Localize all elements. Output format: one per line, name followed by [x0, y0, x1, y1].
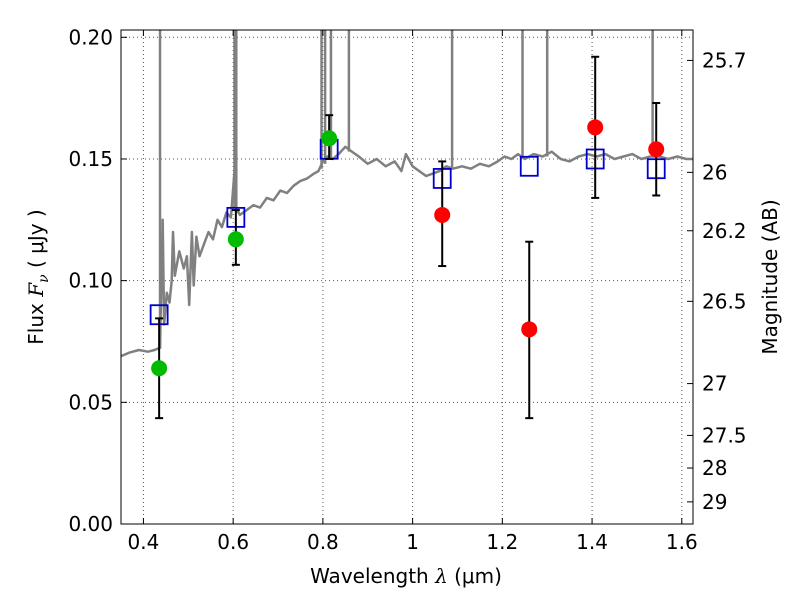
- optical-data-point: [227, 231, 244, 248]
- x-tick-label: 1.4: [576, 530, 608, 554]
- nir-data-point: [587, 119, 604, 136]
- x-axis-label: Wavelength λ (μm): [310, 564, 502, 588]
- y2-tick-label: 29: [702, 490, 727, 514]
- optical-data-point: [321, 130, 338, 147]
- y-tick-label: 0.15: [68, 147, 113, 171]
- y-tick-label: 0.10: [68, 269, 113, 293]
- model-spectrum: [120, 30, 693, 358]
- nir-data-point: [434, 206, 451, 223]
- y-axis-label: Flux Fν ( μJy ): [24, 209, 52, 344]
- model-spectrum-line: [120, 145, 693, 358]
- y2-tick-label: 26.5: [702, 289, 747, 313]
- y2-tick-label: 28: [702, 456, 727, 480]
- x-tick-label: 1.6: [666, 530, 698, 554]
- y-tick-label: 0.20: [68, 25, 113, 49]
- y-tick-label: 0.00: [68, 512, 113, 536]
- y2-axis-label: Magnitude (AB): [758, 199, 782, 354]
- nir-data-point: [648, 141, 665, 158]
- plot-frame: [120, 29, 694, 525]
- x-tick-label: 0.8: [307, 530, 339, 554]
- y-tick-label: 0.05: [68, 390, 113, 414]
- axis-ticks: 0.4 0.6 0.8 1 1.2 1.4 1.6 0.00 0.05 0.10 0.15 0.20 2…: [68, 25, 746, 554]
- data-points: [149, 55, 666, 420]
- y2-tick-label: 27: [702, 372, 727, 396]
- y2-tick-label: 25.7: [702, 48, 747, 72]
- y2-tick-label: 27.5: [702, 423, 747, 447]
- optical-data-point: [151, 360, 168, 377]
- model-photometry-square: [519, 155, 539, 177]
- grid: [121, 30, 693, 525]
- y2-tick-label: 26.2: [702, 219, 747, 243]
- nir-data-point: [521, 321, 538, 338]
- x-tick-label: 1.2: [486, 530, 518, 554]
- x-tick-label: 0.4: [128, 530, 160, 554]
- x-tick-label: 1: [406, 530, 419, 554]
- x-tick-label: 0.6: [217, 530, 249, 554]
- y2-tick-label: 26: [702, 160, 727, 184]
